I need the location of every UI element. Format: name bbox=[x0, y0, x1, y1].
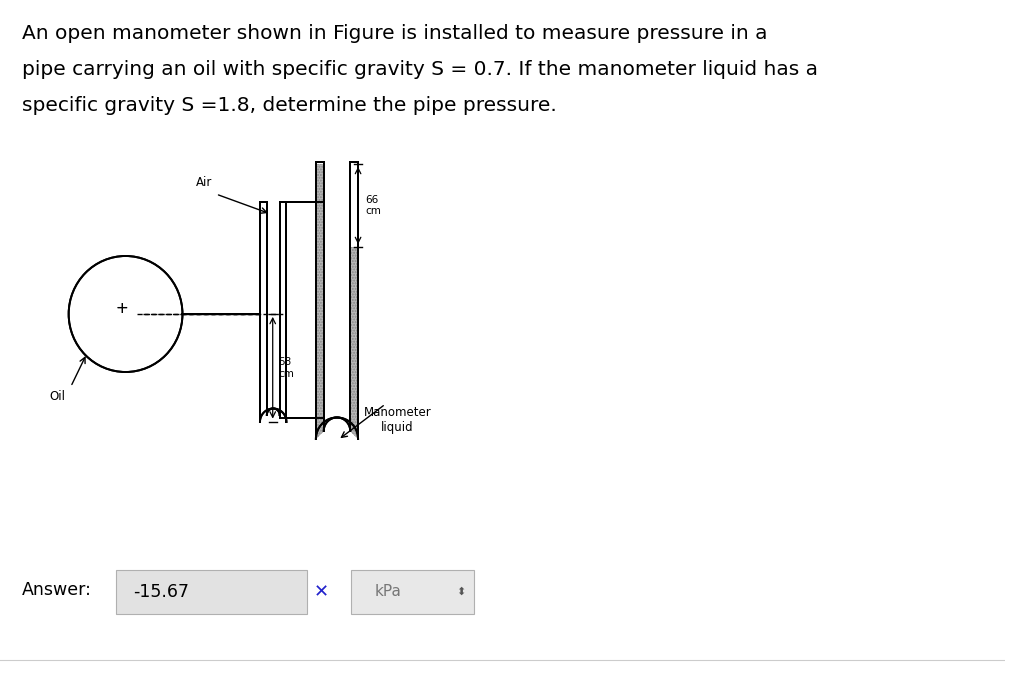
FancyBboxPatch shape bbox=[116, 570, 307, 614]
Polygon shape bbox=[315, 164, 324, 439]
Text: Manometer
liquid: Manometer liquid bbox=[364, 406, 431, 434]
Text: +: + bbox=[116, 301, 128, 315]
Text: -15.67: -15.67 bbox=[133, 583, 189, 601]
Text: Answer:: Answer: bbox=[22, 581, 91, 599]
Text: 66
cm: 66 cm bbox=[365, 195, 381, 216]
Text: kPa: kPa bbox=[375, 584, 401, 599]
Text: Oil: Oil bbox=[49, 390, 66, 402]
Text: pipe carrying an oil with specific gravity S = 0.7. If the manometer liquid has : pipe carrying an oil with specific gravi… bbox=[22, 60, 817, 79]
Text: 58
cm: 58 cm bbox=[279, 357, 295, 379]
Text: ✕: ✕ bbox=[314, 583, 330, 601]
Text: +: + bbox=[116, 301, 128, 315]
Polygon shape bbox=[324, 247, 350, 431]
FancyBboxPatch shape bbox=[351, 570, 474, 614]
Polygon shape bbox=[350, 247, 358, 439]
Text: Air: Air bbox=[196, 175, 212, 189]
Text: An open manometer shown in Figure is installed to measure pressure in a: An open manometer shown in Figure is ins… bbox=[22, 24, 767, 43]
Text: specific gravity S =1.8, determine the pipe pressure.: specific gravity S =1.8, determine the p… bbox=[22, 96, 556, 115]
Polygon shape bbox=[315, 417, 358, 439]
Text: ⬍: ⬍ bbox=[457, 587, 466, 597]
